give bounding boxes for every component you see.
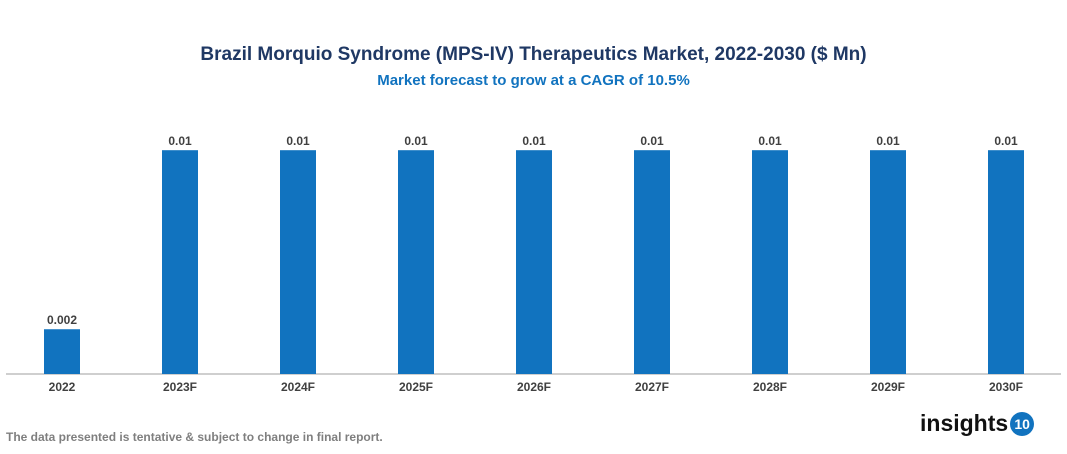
x-tick-label: 2024F [281,380,315,394]
x-tick-label: 2030F [989,380,1023,394]
bar-2024F [280,150,316,374]
x-tick-label: 2027F [635,380,669,394]
chart-title: Brazil Morquio Syndrome (MPS-IV) Therape… [200,44,867,65]
data-label: 0.01 [640,134,664,148]
data-label: 0.01 [286,134,310,148]
x-tick-label: 2026F [517,380,551,394]
x-tick-label: 2028F [753,380,787,394]
x-tick-label: 2025F [399,380,433,394]
data-label: 0.01 [994,134,1018,148]
bar-2027F [634,150,670,374]
chart-subtitle: Market forecast to grow at a CAGR of 10.… [377,72,690,89]
bar-chart: 0.002 2022 0.01 2023F 0.01 2024F 0.01 2025F 0.01… [6,134,1061,394]
bar-2026F [516,150,552,374]
data-label: 0.01 [404,134,428,148]
insights10-logo: insights 10 [920,410,1035,437]
data-label: 0.002 [47,313,77,327]
bar-2023F [162,150,198,374]
bar-2029F [870,150,906,374]
bar-2022 [44,329,80,374]
bar-2028F [752,150,788,374]
data-label: 0.01 [876,134,900,148]
footnote: The data presented is tentative & subjec… [6,430,383,444]
bar-2030F [988,150,1024,374]
x-tick-label: 2029F [871,380,905,394]
data-label: 0.01 [758,134,782,148]
x-tick-label: 2022 [49,380,76,394]
bar-2025F [398,150,434,374]
data-label: 0.01 [522,134,546,148]
data-label: 0.01 [168,134,192,148]
logo-badge: 10 [1010,411,1035,436]
logo-text: insights [920,410,1009,436]
x-tick-label: 2023F [163,380,197,394]
